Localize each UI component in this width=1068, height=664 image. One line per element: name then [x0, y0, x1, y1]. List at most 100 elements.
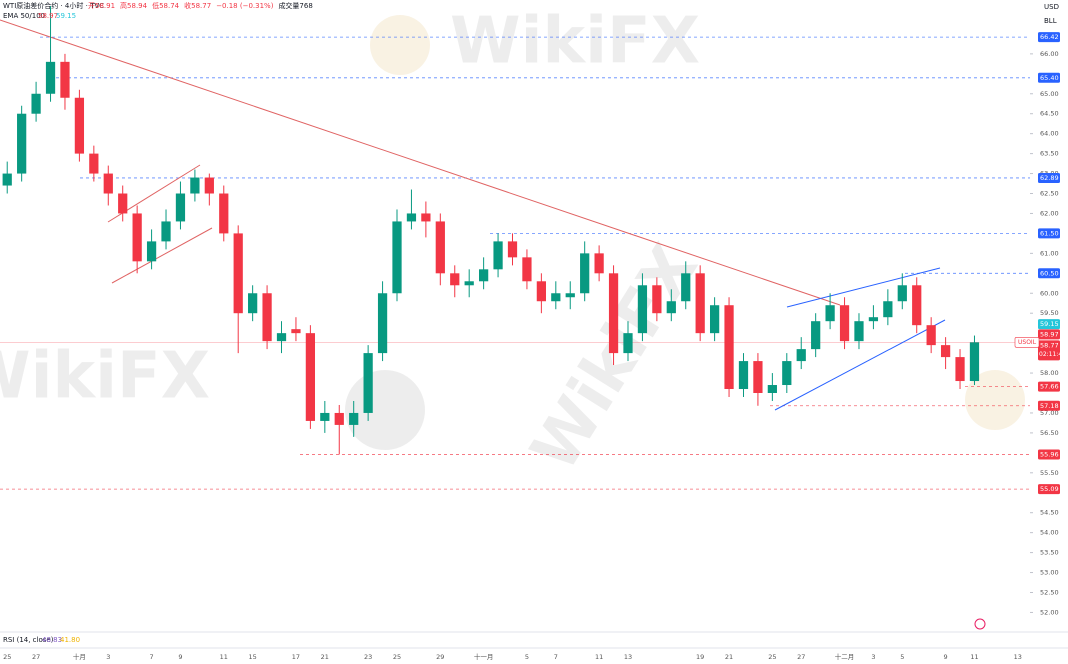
rsi-value: 41.80	[60, 636, 80, 644]
candle-body	[132, 213, 142, 262]
candle-body	[2, 173, 12, 186]
candle-body	[955, 357, 965, 382]
candle-body	[190, 177, 200, 194]
x-tick-label: 十二月	[835, 652, 855, 661]
level-badge	[1038, 228, 1060, 239]
level-badge	[1038, 32, 1060, 43]
candle-body	[926, 325, 936, 346]
candle-body	[305, 333, 316, 421]
y-tick-label: 56.50	[1040, 429, 1059, 437]
level-label: 55.09	[1040, 485, 1059, 493]
candle-body	[738, 361, 749, 390]
candle-body	[219, 193, 229, 234]
header: WTI原油差价合约 · 4小时 · TVC EMA 50/100 58.97 5…	[3, 1, 1059, 25]
level-label: 66.42	[1040, 33, 1059, 41]
x-tick-label: 25	[768, 653, 776, 661]
x-tick-label: 13	[624, 653, 632, 661]
x-tick-label: 11	[220, 653, 228, 661]
candle-body	[406, 213, 417, 222]
candle-body	[17, 113, 27, 174]
candle-body	[450, 273, 460, 286]
level-label: 60.50	[1040, 269, 1059, 277]
x-tick-label: 21	[725, 653, 733, 661]
price-badge	[1038, 329, 1060, 340]
candle-body	[262, 293, 272, 342]
ohlc-value: 成交量768	[278, 1, 312, 10]
x-tick-label: 21	[321, 653, 329, 661]
y-tick-label: 64.00	[1040, 130, 1059, 138]
candle-body	[565, 293, 575, 298]
candle-body	[854, 321, 864, 342]
candle-body	[161, 221, 171, 242]
x-tick-label: 5	[900, 653, 904, 661]
level-label: 57.18	[1040, 402, 1059, 410]
x-tick-label: 5	[525, 653, 529, 661]
candle-body	[753, 361, 763, 394]
x-tick-label: 11	[970, 653, 978, 661]
y-tick-label: 62.50	[1040, 190, 1059, 198]
candle-body	[652, 285, 662, 314]
candle-body	[522, 257, 532, 282]
watermark-logo	[370, 15, 430, 75]
x-tick-label: 11	[595, 653, 603, 661]
unit: BLL	[1044, 17, 1057, 25]
candle-body	[248, 293, 258, 314]
level-badge	[1038, 172, 1060, 183]
y-tick-label: 66.00	[1040, 50, 1059, 58]
candle-body	[377, 293, 388, 354]
candle-body	[493, 241, 503, 270]
y-tick-label: 58.00	[1040, 369, 1059, 377]
candle-body	[435, 221, 445, 274]
level-label: 61.50	[1040, 229, 1059, 237]
level-badge	[1038, 484, 1060, 495]
price-badge-label: 59.15	[1040, 320, 1059, 328]
x-tick-label: 15	[249, 653, 257, 661]
ohlc-value: −0.18 (−0.31%)	[216, 2, 274, 10]
x-tick-label: 23	[364, 653, 372, 661]
candle-body	[608, 273, 619, 354]
candle-body	[291, 329, 301, 334]
ohlc-value: 低58.74	[152, 1, 180, 10]
alert-icon[interactable]	[974, 618, 986, 630]
candle-body	[709, 305, 720, 334]
candle-body	[74, 97, 85, 154]
x-tick-label: 19	[696, 653, 704, 661]
watermark: WikiFX	[450, 5, 700, 79]
x-tick-label: 3	[106, 653, 110, 661]
candle-body	[276, 333, 287, 342]
time-axis: 25 27 十月 3 7 9 11 15 17 21 23 25 29 十一月 5 7 11 13 19 21 25 27…	[3, 652, 1022, 661]
candle-body	[681, 273, 691, 302]
y-tick-label: 55.50	[1040, 469, 1059, 477]
y-tick-label: 64.50	[1040, 110, 1059, 118]
y-tick-label: 60.00	[1040, 289, 1059, 297]
candle-body	[580, 253, 590, 294]
x-tick-label: 29	[436, 653, 444, 661]
x-tick-label: 9	[944, 653, 948, 661]
x-tick-label: 27	[32, 653, 40, 661]
candle-body	[464, 281, 474, 286]
candle-body	[479, 269, 489, 282]
symbol-title: WTI原油差价合约 · 4小时 · TVC	[3, 1, 104, 10]
x-tick-label: 9	[178, 653, 182, 661]
x-tick-label: 13	[1014, 653, 1022, 661]
candle-body	[912, 285, 922, 326]
candle-body	[89, 153, 99, 174]
y-tick-label: 52.00	[1040, 608, 1059, 616]
level-badge	[1038, 381, 1060, 392]
symbol-badge-label: USOIL	[1018, 339, 1037, 346]
candle-body	[767, 385, 777, 394]
candle-body	[175, 193, 186, 222]
x-tick-label: 十月	[73, 652, 86, 661]
wedge-line	[774, 319, 946, 411]
y-tick-label: 54.50	[1040, 509, 1059, 517]
x-tick-label: 3	[871, 653, 875, 661]
price-badge	[1038, 340, 1060, 361]
ohlc-value: 收58.77	[184, 1, 211, 10]
level-badge	[1038, 449, 1060, 460]
candle-body	[60, 61, 70, 98]
candle-body	[623, 333, 633, 354]
ema-value: 58.97	[38, 12, 58, 20]
watermark-logo	[965, 370, 1025, 430]
candle-body	[103, 173, 113, 194]
y-tick-label: 61.00	[1040, 249, 1059, 257]
